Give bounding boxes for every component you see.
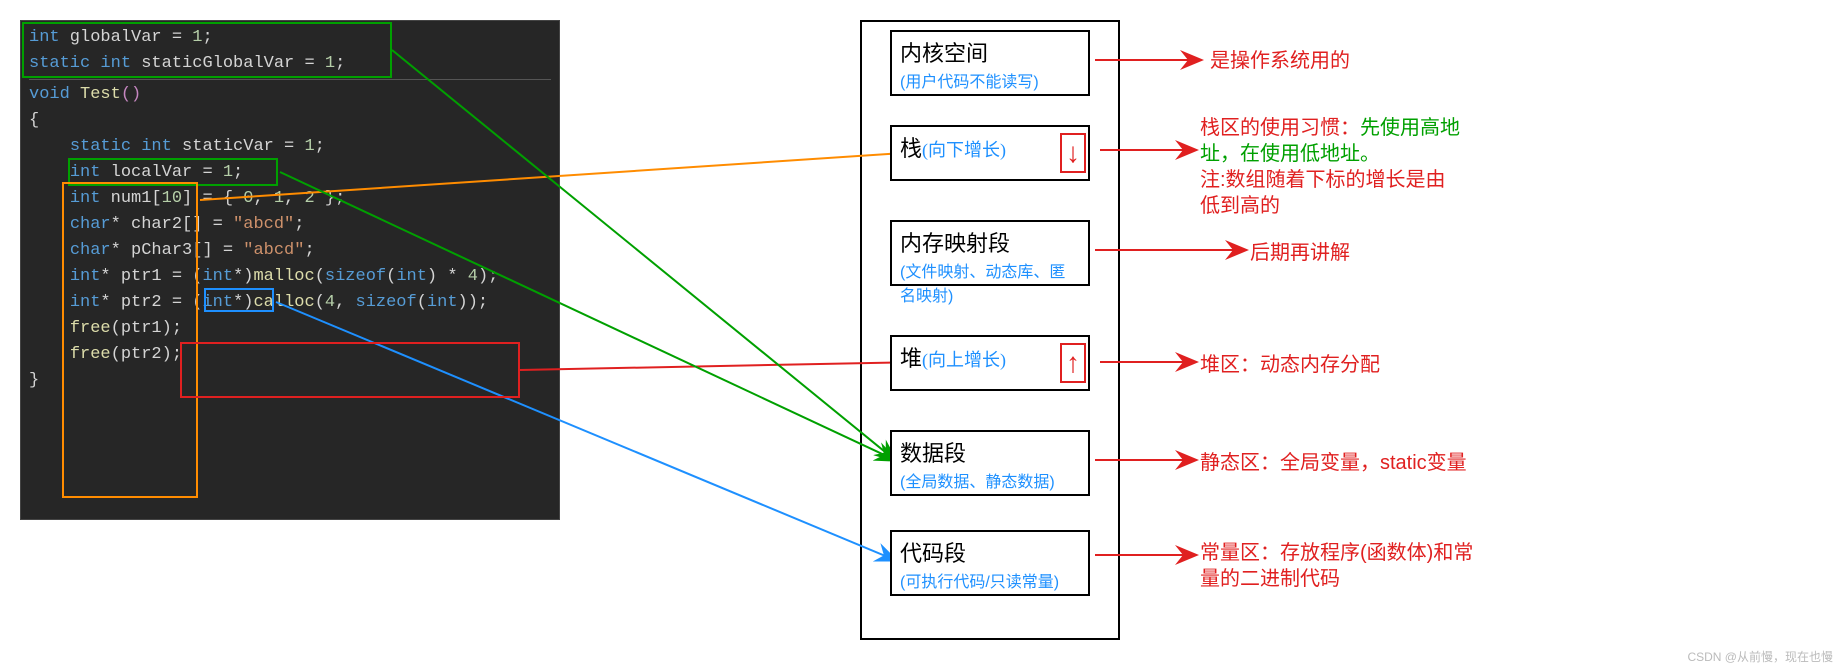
anno-text: 常量区：存放程序(函数体)和常量的二进制代码 (1200, 540, 1473, 592)
hl-globals (22, 22, 392, 78)
anno-heap: 堆区：动态内存分配 (1200, 352, 1380, 378)
anno-data: 静态区：全局变量，static变量 (1200, 450, 1467, 476)
memseg-kernel: 内核空间(用户代码不能读写) (890, 30, 1090, 96)
memseg-text: 代码段(可执行代码/只读常量) (890, 530, 1090, 596)
memseg-stack-arrow-icon: ↓ (1060, 133, 1086, 173)
watermark: CSDN @从前慢，现在也慢 (1687, 648, 1833, 665)
hl-locals (62, 182, 198, 498)
anno-mmap: 后期再讲解 (1250, 240, 1350, 266)
anno-stack: 栈区的使用习惯：先使用高地址，在使用低地址。注:数组随着下标的增长是由低到高的 (1200, 115, 1460, 219)
hl-abcd (204, 288, 274, 312)
memseg-data: 数据段(全局数据、静态数据) (890, 430, 1090, 496)
memseg-heap-arrow-icon: ↑ (1060, 343, 1086, 383)
anno-kernel: 是操作系统用的 (1210, 48, 1350, 74)
hl-malloc (180, 342, 520, 398)
memseg-mmap: 内存映射段(文件映射、动态库、匿名映射) (890, 220, 1090, 286)
